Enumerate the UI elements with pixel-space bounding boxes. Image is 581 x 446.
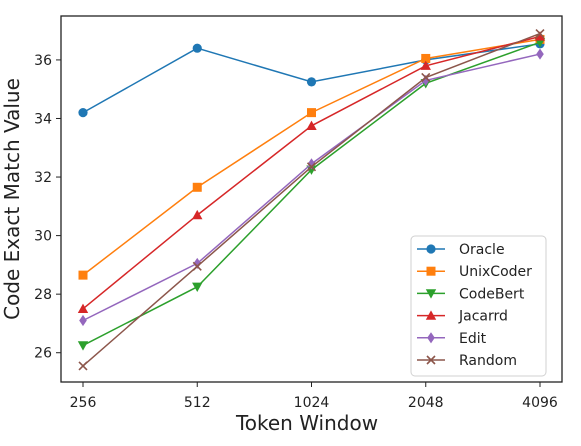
data-point-jacarrd [77,303,89,313]
legend-item-oracle: Oracle [417,242,505,258]
plot-layer [77,29,546,371]
data-point-oracle [192,43,202,53]
legend-label-unixcoder: UnixCoder [459,264,532,280]
data-point-random [78,361,88,371]
data-point-jacarrd [192,209,203,220]
y-tick-label: 28 [34,287,52,303]
x-tick-label: 256 [70,395,97,411]
x-axis-ticks: 256 512 1024 2048 4096 [70,382,558,411]
x-tick-label: 2048 [408,395,444,411]
y-tick-label: 30 [34,229,52,245]
y-tick-label: 36 [34,53,52,69]
data-point-jacarrd [420,60,431,70]
data-point-random [192,261,202,271]
data-point-random [421,72,431,83]
legend-item-edit: Edit [417,331,487,347]
data-point-unixcoder [192,182,202,192]
legend-label-random: Random [459,353,517,369]
y-axis-label: Code Exact Match Value [0,78,24,320]
legend-marker-jacarrd [425,310,437,320]
x-tick-label: 1024 [294,395,330,411]
legend-label-codebert: CodeBert [459,286,525,302]
data-point-codebert [77,341,89,351]
x-tick-label: 512 [184,395,211,411]
data-point-unixcoder [421,53,431,63]
legend-label-oracle: Oracle [459,242,505,258]
x-axis-label: Token Window [235,411,378,435]
legend: Oracle UnixCoder CodeBert Jacarrd Edit Random [410,235,547,377]
legend-item-unixcoder: UnixCoder [417,264,532,280]
data-point-unixcoder [78,270,88,280]
legend-item-jacarrd: Jacarrd [417,309,508,325]
data-point-edit [536,48,544,60]
data-point-jacarrd [534,31,546,41]
data-point-oracle [306,77,317,87]
x-tick-label: 4096 [522,395,558,411]
data-point-codebert [306,165,317,175]
legend-marker-random [426,355,436,365]
data-point-edit [193,257,202,270]
legend-marker-edit [427,332,435,344]
y-tick-label: 32 [34,170,52,186]
data-point-random [535,29,545,39]
legend-label-edit: Edit [459,331,487,347]
y-tick-label: 26 [34,346,52,362]
legend-item-random: Random [417,353,517,369]
y-tick-label: 34 [34,111,52,127]
data-point-edit [421,74,430,87]
legend-marker-unixcoder [426,266,436,276]
y-axis-ticks: 26 28 30 32 34 36 [34,53,61,362]
series-random [78,29,545,371]
legend-marker-oracle [426,244,436,254]
legend-label-jacarrd: Jacarrd [458,309,508,325]
series-edit [79,48,544,327]
data-point-edit [79,314,87,327]
data-point-jacarrd [306,120,317,130]
data-point-oracle [78,108,88,118]
data-point-random [306,162,317,172]
data-point-unixcoder [307,108,316,118]
data-point-edit [307,158,316,170]
legend-marker-codebert [425,289,437,299]
data-point-codebert [192,282,203,293]
legend-item-codebert: CodeBert [417,286,525,302]
series-jacarrd [77,31,546,313]
